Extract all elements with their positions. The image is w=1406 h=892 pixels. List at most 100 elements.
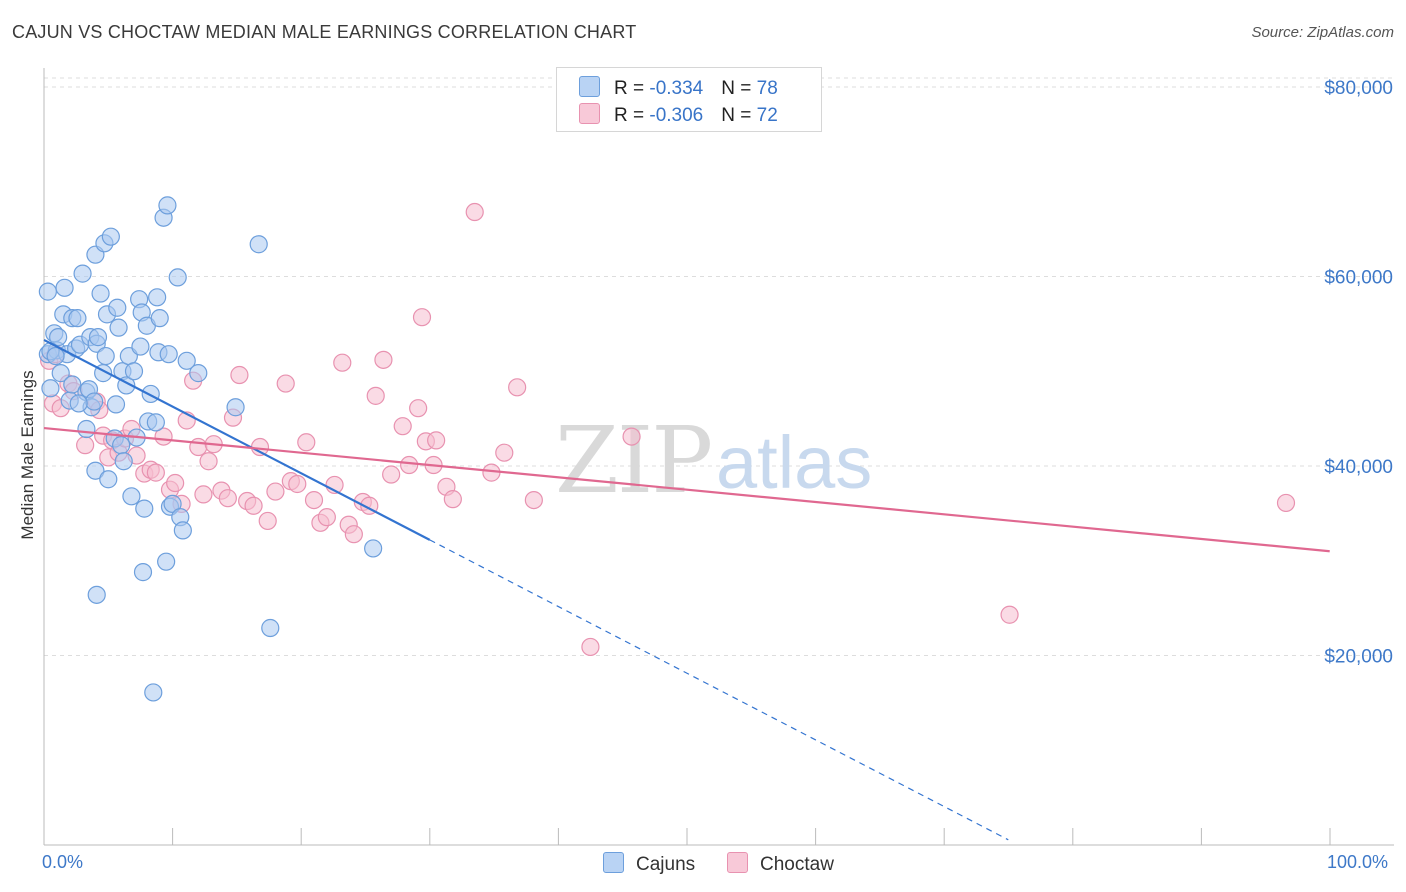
gridlines xyxy=(44,77,1394,656)
cajun-point xyxy=(146,413,165,432)
bottom-legend-cajuns: Cajuns xyxy=(603,852,695,876)
choctaw-point xyxy=(400,455,419,475)
cajun-point xyxy=(85,392,104,411)
cajun-point xyxy=(77,419,96,439)
choctaw-point xyxy=(409,399,428,418)
choctaw-point xyxy=(374,350,393,369)
legend-n-value: 72 xyxy=(756,105,778,126)
legend-r-label: R = xyxy=(614,78,650,99)
choctaw-point xyxy=(508,378,527,397)
choctaw-point xyxy=(218,489,237,508)
correlation-legend: R = -0.334 N = 78 R = -0.306 N = 72 xyxy=(556,67,822,132)
cajun-point xyxy=(49,328,68,347)
choctaw-point xyxy=(495,443,514,462)
choctaw-point xyxy=(1000,605,1019,624)
watermark-zip: ZIP xyxy=(555,407,711,514)
cajun-point xyxy=(55,278,74,297)
cajun-point xyxy=(88,328,108,347)
cajun-point xyxy=(226,398,245,417)
choctaw-point xyxy=(258,511,277,531)
y-tick-label: $60,000 xyxy=(1324,267,1393,288)
cajun-point xyxy=(108,298,127,317)
choctaw-point xyxy=(317,508,336,527)
choctaw-point xyxy=(76,436,95,455)
choctaw-point xyxy=(382,465,401,484)
choctaw-point xyxy=(288,474,307,494)
cajun-point xyxy=(87,585,106,604)
bottom-legend-choctaw: Choctaw xyxy=(727,852,834,876)
choctaw-point xyxy=(412,308,432,327)
choctaw-point xyxy=(189,437,208,457)
choctaw-point xyxy=(244,496,263,515)
watermark: ZIP atlas xyxy=(555,407,872,514)
choctaw-point xyxy=(443,490,462,509)
cajun-trend-extension xyxy=(429,539,1009,841)
choctaw-trend-line xyxy=(43,426,1330,553)
cajun-point xyxy=(63,375,82,394)
cajun-point xyxy=(109,318,128,337)
cajun-point xyxy=(86,461,105,480)
cajun-point xyxy=(69,394,88,413)
cajun-point xyxy=(46,346,65,366)
axes xyxy=(43,68,1394,846)
choctaw-point xyxy=(276,374,295,393)
cajun-point xyxy=(173,521,192,540)
cajun-point xyxy=(141,384,160,404)
legend-r-value: -0.306 xyxy=(649,105,704,126)
cajun-point xyxy=(91,284,110,303)
cajun-point xyxy=(133,563,153,582)
y-tick-label: $40,000 xyxy=(1324,457,1393,478)
cajun-point xyxy=(101,227,120,246)
cajun-point xyxy=(144,683,163,702)
legend-r-value: -0.334 xyxy=(649,78,704,99)
choctaw-point xyxy=(393,417,412,436)
cajun-point xyxy=(124,362,144,381)
cajuns-legend-swatch xyxy=(603,852,624,873)
choctaw-point xyxy=(146,463,165,482)
choctaw-point xyxy=(297,433,316,452)
x-tick-label-max: 100.0% xyxy=(1327,852,1389,872)
cajuns-legend-label: Cajuns xyxy=(636,854,696,875)
cajun-point xyxy=(51,364,70,383)
cajun-point xyxy=(131,337,150,356)
legend-r-label: R = xyxy=(614,105,650,126)
choctaw-point xyxy=(194,485,213,504)
choctaw-point xyxy=(199,452,218,471)
choctaw-point xyxy=(366,386,385,405)
cajun-point xyxy=(68,309,87,328)
choctaw-series xyxy=(40,202,1296,657)
cajun-point xyxy=(41,379,60,398)
cajun-point xyxy=(168,268,187,287)
y-tick-label: $80,000 xyxy=(1324,78,1393,99)
cajun-point xyxy=(159,345,178,364)
y-tick-label: $20,000 xyxy=(1324,646,1393,667)
choctaw-point xyxy=(622,427,641,446)
choctaw-point xyxy=(230,365,249,385)
choctaw-legend-swatch xyxy=(727,852,748,873)
choctaw-point xyxy=(304,490,324,510)
cajun-point xyxy=(364,539,383,558)
cajun-point xyxy=(112,436,131,455)
cajun-point xyxy=(96,346,115,366)
choctaw-point xyxy=(524,490,543,510)
choctaw-swatch xyxy=(579,103,600,124)
cajun-point xyxy=(106,395,126,414)
legend-row-choctaw: R = -0.306 N = 72 xyxy=(579,103,778,127)
cajun-point xyxy=(157,552,176,571)
cajun-point xyxy=(114,452,133,471)
cajun-point xyxy=(150,309,169,328)
choctaw-point xyxy=(266,482,285,501)
cajun-point xyxy=(38,282,57,301)
cajun-point xyxy=(122,487,141,506)
cajun-point xyxy=(135,499,154,518)
cajun-point xyxy=(249,235,268,254)
legend-n-label: N = xyxy=(721,78,757,99)
cajun-point xyxy=(189,364,208,383)
legend-row-cajuns: R = -0.334 N = 78 xyxy=(579,76,778,100)
choctaw-point xyxy=(465,202,484,222)
legend-n-value: 78 xyxy=(756,78,778,99)
cajun-series xyxy=(38,196,383,702)
choctaw-legend-label: Choctaw xyxy=(760,854,834,875)
y-tick-labels: $20,000 $40,000 $60,000 $80,000 xyxy=(1324,78,1393,668)
